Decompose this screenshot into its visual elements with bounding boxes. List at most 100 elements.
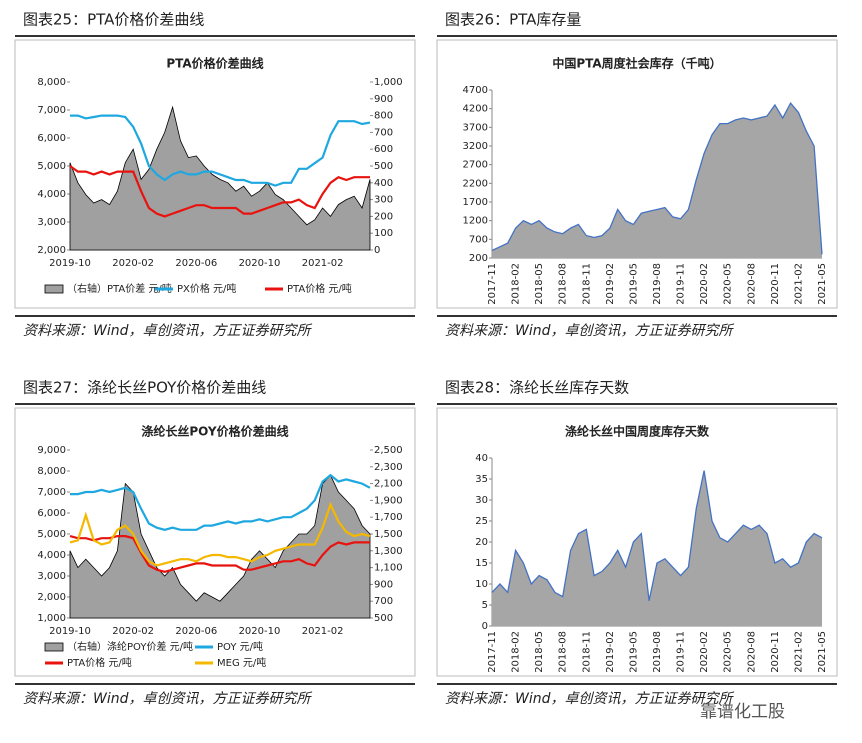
- line: [70, 114, 371, 187]
- legend-label: （右轴）涤纶POY价差 元/吨: [67, 640, 193, 653]
- y-tick-label: 400: [374, 178, 393, 189]
- y-tick-label: 900: [374, 579, 393, 590]
- x-tick-label: 2020-11: [770, 631, 781, 673]
- y-tick-label: 4,000: [37, 189, 66, 200]
- x-tick-label: 2019-10: [49, 626, 91, 637]
- x-tick-label: 2021-05: [817, 263, 828, 305]
- y-tick-label: 1200: [463, 216, 488, 227]
- y-tick-label: 2200: [463, 178, 488, 189]
- y-tick-label: 500: [374, 161, 393, 172]
- y-tick-label: 1,300: [374, 546, 403, 557]
- x-tick-label: 2019-08: [652, 263, 663, 305]
- y-tick-label: 300: [374, 195, 393, 206]
- y-tick-label: 5: [482, 600, 488, 611]
- x-tick-label: 2021-05: [817, 631, 828, 673]
- y-tick-label: 4700: [463, 85, 488, 96]
- y-tick-label: 0: [374, 245, 380, 256]
- x-tick-label: 2019-10: [49, 258, 91, 269]
- x-tick-label: 2020-06: [175, 626, 217, 637]
- legend-label: （右轴）PTA价差 元/吨: [67, 282, 172, 295]
- caption: 图表25：PTA价格价差曲线: [23, 11, 204, 29]
- y-tick-label: 5,000: [37, 161, 66, 172]
- line: [70, 473, 371, 531]
- y-tick-label: 3200: [463, 141, 488, 152]
- legend-label: POY 元/吨: [217, 640, 263, 653]
- chart-title: 中国PTA周度社会库存（千吨）: [552, 56, 721, 71]
- y-tick-label: 8,000: [37, 466, 66, 477]
- legend-label: MEG 元/吨: [217, 656, 266, 669]
- y-tick-label: 200: [469, 253, 488, 264]
- x-tick-label: 2019-05: [628, 263, 639, 305]
- y-tick-label: 6,000: [37, 508, 66, 519]
- y-tick-label: 200: [374, 211, 393, 222]
- x-tick-label: 2019-05: [628, 631, 639, 673]
- y-tick-label: 2,000: [37, 245, 66, 256]
- y-tick-label: 500: [374, 613, 393, 624]
- y-tick-label: 0: [482, 621, 488, 632]
- x-tick-label: 2020-08: [746, 631, 757, 673]
- y-tick-label: 5,000: [37, 529, 66, 540]
- x-tick-label: 2021-02: [793, 631, 804, 673]
- x-tick-label: 2019-08: [652, 631, 663, 673]
- x-tick-label: 2020-02: [699, 631, 710, 673]
- source: 资料来源：Wind，卓创资讯，方正证券研究所: [445, 323, 734, 339]
- y-tick-label: 1,000: [37, 613, 66, 624]
- y-tick-label: 8,000: [37, 77, 66, 88]
- chart-frame: [436, 39, 838, 309]
- x-tick-label: 2019-11: [676, 631, 687, 673]
- x-tick-label: 2018-05: [534, 263, 545, 305]
- caption: 图表28：涤纶长丝库存天数: [445, 379, 629, 397]
- y-tick-label: 900: [374, 94, 393, 105]
- caption: 图表27：涤纶长丝POY价格价差曲线: [23, 379, 266, 397]
- x-tick-label: 2017-11: [487, 263, 498, 305]
- x-tick-label: 2020-10: [239, 258, 281, 269]
- caption: 图表26：PTA库存量: [445, 11, 581, 29]
- x-tick-label: 2019-11: [676, 263, 687, 305]
- y-tick-label: 25: [475, 516, 488, 527]
- legend-swatch: [44, 642, 64, 652]
- x-tick-label: 2017-11: [487, 631, 498, 673]
- y-tick-label: 40: [475, 453, 488, 464]
- y-tick-label: 2,500: [374, 445, 403, 456]
- area: [69, 474, 371, 619]
- line: [69, 501, 371, 567]
- y-tick-label: 700: [374, 127, 393, 138]
- y-tick-label: 15: [475, 558, 488, 569]
- chart-frame: [14, 39, 416, 309]
- y-tick-label: 3700: [463, 122, 488, 133]
- x-tick-label: 2018-02: [511, 631, 522, 673]
- y-tick-label: 6,000: [37, 133, 66, 144]
- area-outline: [491, 101, 823, 255]
- y-tick-label: 10: [475, 579, 488, 590]
- source: 资料来源：Wind，卓创资讯，方正证券研究所: [23, 691, 312, 707]
- chart-frame: [436, 407, 838, 677]
- chart-frame: [14, 407, 416, 677]
- y-tick-label: 1,100: [374, 563, 403, 574]
- y-tick-label: 700: [469, 234, 488, 245]
- x-tick-label: 2020-02: [112, 626, 154, 637]
- x-tick-label: 2020-10: [239, 626, 281, 637]
- source: 资料来源：Wind，卓创资讯，方正证券研究所: [23, 323, 312, 339]
- x-tick-label: 2020-06: [175, 258, 217, 269]
- x-tick-label: 2018-02: [511, 263, 522, 305]
- y-tick-label: 700: [374, 596, 393, 607]
- y-tick-label: 9,000: [37, 445, 66, 456]
- line: [69, 535, 370, 573]
- x-tick-label: 2019-02: [605, 263, 616, 305]
- legend-label: PTA价格 元/吨: [287, 282, 352, 295]
- chart-title: 涤纶长丝中国周度库存天数: [565, 424, 710, 439]
- legend-label: PTA价格 元/吨: [67, 656, 132, 669]
- y-tick-label: 2,100: [374, 479, 403, 490]
- x-tick-label: 2021-02: [302, 626, 344, 637]
- x-tick-label: 2018-11: [581, 631, 592, 673]
- y-tick-label: 1,700: [374, 512, 403, 523]
- x-tick-label: 2020-08: [746, 263, 757, 305]
- y-tick-label: 3,000: [37, 571, 66, 582]
- x-tick-label: 2018-08: [558, 263, 569, 305]
- y-tick-label: 3,000: [37, 217, 66, 228]
- y-tick-label: 1,900: [374, 495, 403, 506]
- x-tick-label: 2020-02: [699, 263, 710, 305]
- y-tick-label: 7,000: [37, 487, 66, 498]
- x-tick-label: 2018-11: [581, 263, 592, 305]
